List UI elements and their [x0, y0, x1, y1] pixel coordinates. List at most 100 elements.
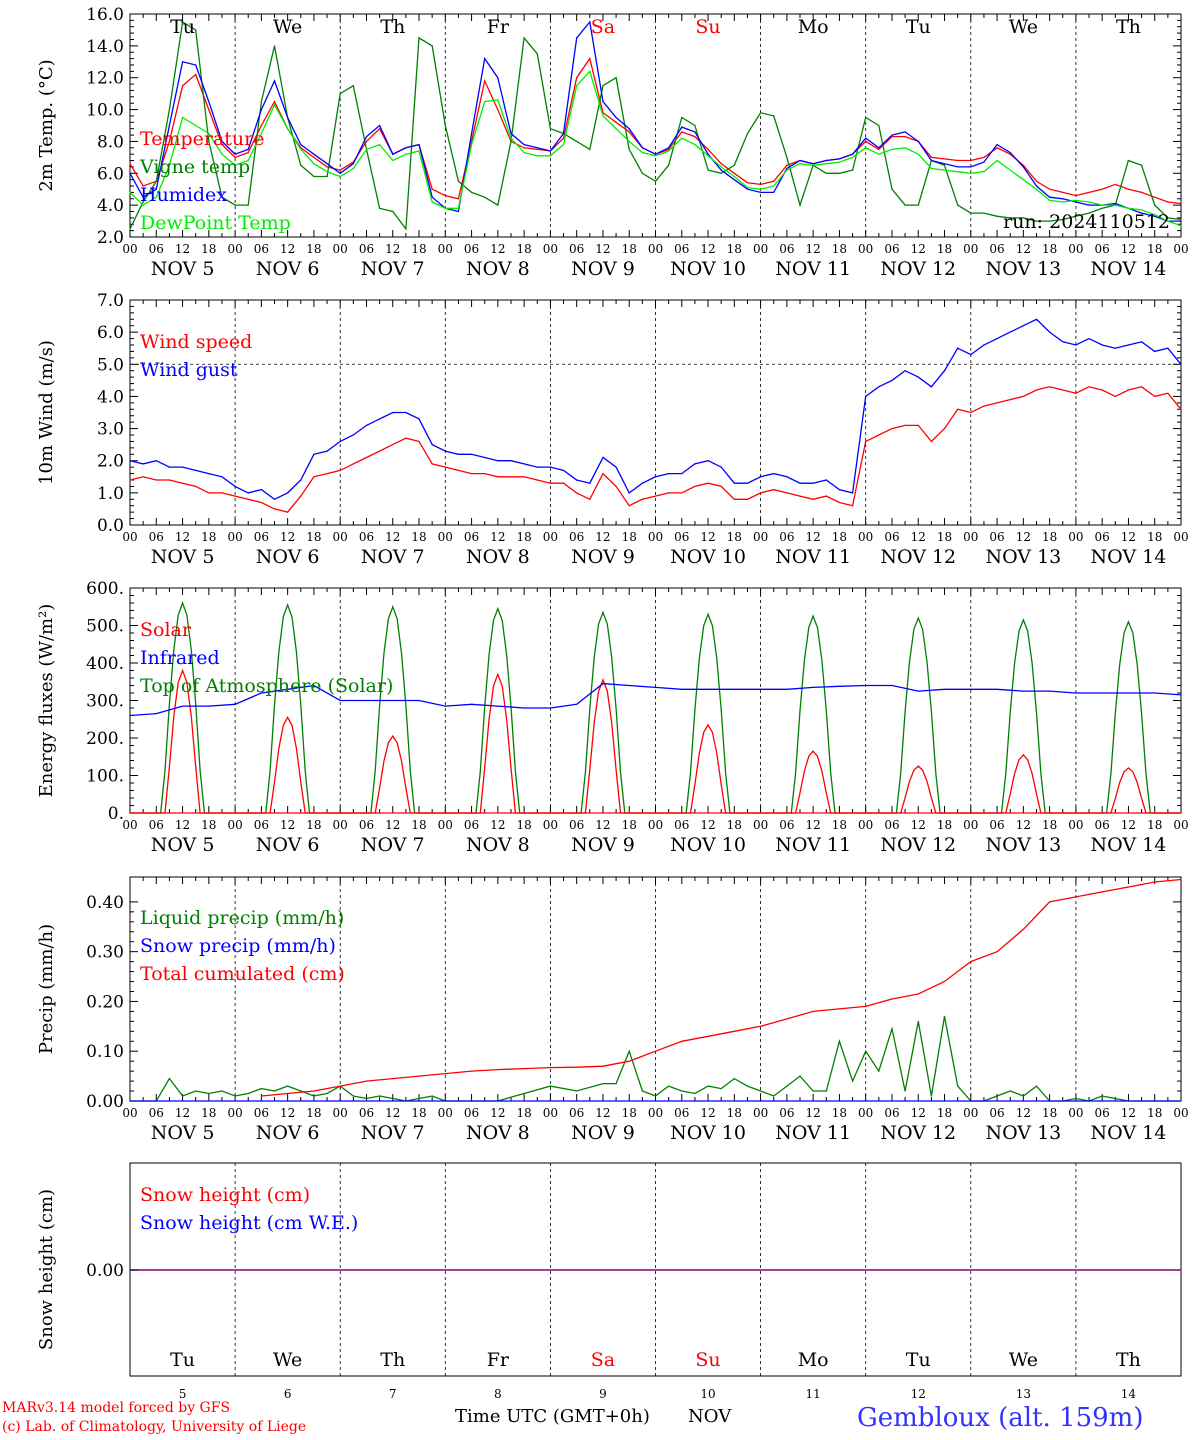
precip-hour-label: 12	[1121, 1106, 1136, 1120]
liquid-precip-point	[668, 1085, 670, 1087]
wind-hour-label: 18	[832, 530, 847, 544]
snow-weekday-label: Tu	[906, 1349, 931, 1371]
humidex-point	[484, 58, 486, 60]
solar-peak	[181, 669, 184, 672]
temperature-point	[773, 180, 775, 182]
wind-hour-label: 06	[149, 530, 164, 544]
precip-hour-label: 00	[1068, 1106, 1083, 1120]
total-cumulated-point	[1154, 881, 1156, 883]
precip-hour-label: 06	[464, 1106, 479, 1120]
precip-hour-label: 12	[280, 1106, 295, 1120]
wind-date-label: NOV 8	[466, 546, 530, 568]
wind-speed-point	[760, 492, 762, 494]
vigne-temp-point	[799, 204, 801, 206]
wind-y-tick-label: 5.0	[97, 355, 124, 375]
vigne-temp-point	[943, 164, 946, 166]
vigne-temp-point	[1022, 217, 1024, 219]
wind-date-label: NOV 13	[985, 546, 1061, 568]
wind-gust-point	[431, 444, 433, 446]
wind-speed-point	[681, 492, 683, 494]
liquid-precip-point	[654, 1095, 657, 1097]
energy-date-label: NOV 11	[775, 834, 851, 856]
precip-y-tick-label: 0.00	[86, 1092, 124, 1112]
liquid-precip-point	[379, 1095, 381, 1097]
vigne-temp-point	[760, 112, 762, 114]
liquid-precip-point	[746, 1085, 749, 1087]
energy-hour-label: 12	[490, 818, 505, 832]
wind-gust-point	[1114, 347, 1116, 349]
vigne-temp-point	[379, 207, 381, 209]
wind-gust-point	[707, 460, 709, 462]
temperature-point	[628, 131, 630, 133]
humidex-point	[707, 153, 709, 155]
energy-hour-label: 06	[359, 818, 374, 832]
energy-hour-label: 12	[280, 818, 295, 832]
temperature-point	[523, 147, 525, 149]
temp-weekday-label: Th	[380, 16, 405, 38]
energy-hour-label: 00	[1173, 818, 1188, 832]
station-label: Gembloux (alt. 159m)	[857, 1403, 1144, 1433]
dewpoint-point	[654, 155, 657, 157]
energy-hour-label: 06	[989, 818, 1004, 832]
energy-hour-label: 12	[911, 818, 926, 832]
humidex-point	[457, 210, 459, 213]
total-cumulated-point	[812, 1010, 814, 1013]
wind-gust-point	[142, 463, 144, 465]
wind-speed-point	[970, 411, 972, 414]
dewpoint-point	[825, 163, 827, 165]
humidex-point	[852, 153, 854, 155]
temp-hour-label: 06	[674, 242, 689, 256]
energy-legend-item: Top of Atmosphere (Solar)	[140, 675, 393, 697]
humidex-point	[904, 131, 906, 133]
infrared-point	[339, 699, 341, 702]
liquid-precip-point	[917, 1020, 919, 1023]
precip-date-label: NOV 9	[571, 1122, 635, 1144]
dewpoint-point	[510, 137, 512, 139]
precip-hour-label: 12	[700, 1106, 715, 1120]
vigne-temp-point	[418, 37, 420, 39]
wind-y-axis-label: 10m Wind (m/s)	[36, 340, 57, 485]
temp-hour-label: 18	[516, 242, 531, 256]
wind-hour-label: 12	[490, 530, 505, 544]
wind-hour-label: 00	[1068, 530, 1083, 544]
snow-weekday-label: Tu	[170, 1349, 195, 1371]
temp-hour-label: 12	[280, 242, 295, 256]
temp-hour-label: 06	[149, 242, 164, 256]
wind-gust-point	[957, 347, 959, 349]
wind-date-label: NOV 11	[775, 546, 851, 568]
temperature-point	[1114, 183, 1116, 185]
wind-speed-point	[273, 508, 276, 510]
temp-hour-label: 06	[989, 242, 1004, 256]
total-cumulated-point	[1180, 878, 1182, 881]
infrared-point	[1022, 690, 1024, 692]
liquid-precip-point	[930, 1095, 933, 1097]
precip-date-label: NOV 5	[151, 1122, 215, 1144]
wind-speed-point	[405, 437, 407, 439]
precip-hour-label: 12	[1016, 1106, 1031, 1120]
temp-weekday-label: Th	[1116, 16, 1141, 38]
infrared-point	[155, 713, 157, 715]
temp-date-label: NOV 8	[466, 258, 530, 280]
wind-speed-point	[996, 402, 998, 404]
temp-weekday-label: Mo	[798, 16, 829, 38]
wind-gust-point	[234, 485, 236, 487]
precip-hour-label: 06	[149, 1106, 164, 1120]
dewpoint-point	[471, 144, 473, 146]
wind-date-label: NOV 6	[256, 546, 320, 568]
wind-gust-point	[825, 479, 827, 481]
time-axis-label: Time UTC (GMT+0h)	[455, 1406, 650, 1427]
wind-gust-point	[1180, 363, 1182, 365]
dewpoint-point	[786, 169, 788, 171]
snow-weekday-label: Th	[1116, 1349, 1141, 1371]
precip-hour-label: 06	[674, 1106, 689, 1120]
total-cumulated-point	[365, 1080, 368, 1082]
wind-speed-point	[707, 482, 709, 484]
wind-speed-point	[1154, 395, 1156, 397]
dewpoint-point	[339, 175, 341, 178]
wind-gust-point	[247, 492, 249, 494]
precip-hour-label: 12	[490, 1106, 505, 1120]
precip-y-tick-label: 0.20	[86, 992, 124, 1012]
dewpoint-point	[247, 159, 249, 162]
energy-legend-item: Infrared	[140, 647, 220, 669]
